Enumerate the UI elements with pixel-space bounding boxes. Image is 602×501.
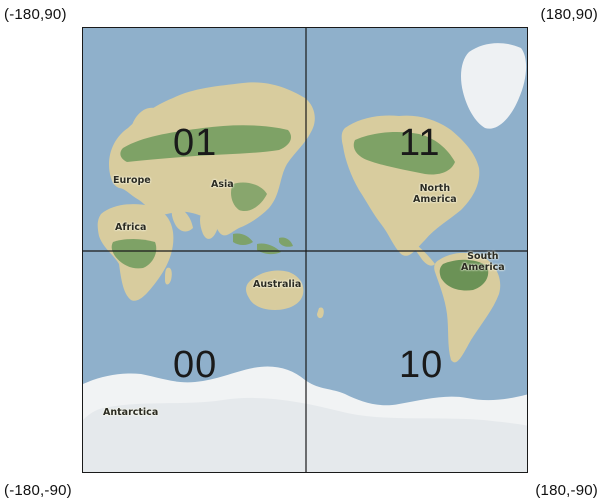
africa-forest [111,239,157,269]
eurasia-forest [120,125,292,162]
corner-label-top-right: (180,90) [540,6,598,23]
madagascar [165,267,172,285]
southeast-asia-islands [233,233,293,255]
quadrant-label-top-right: 11 [399,122,441,164]
australia-landmass [246,270,304,310]
continent-label-europe: Europe [113,175,151,186]
quadrant-label-bottom-right: 10 [399,344,444,386]
continent-label-africa: Africa [115,222,147,233]
corner-label-bottom-right: (180,-90) [535,482,598,499]
quadrant-label-bottom-left: 00 [173,344,218,386]
east-asia-forest [231,182,267,212]
continent-label-australia: Australia [253,279,302,290]
corner-label-bottom-left: (-180,-90) [4,482,72,499]
continent-label-north-america: North America [413,183,457,205]
continent-label-south-america: South America [461,251,505,273]
scandinavia [131,107,157,141]
quadrant-label-top-left: 01 [173,122,218,164]
central-america [413,242,435,266]
continent-label-asia: Asia [211,179,234,190]
continent-label-antarctica: Antarctica [103,407,159,418]
amazon-forest [439,259,489,291]
new-zealand [317,307,324,319]
antarctica-shading [83,397,527,472]
corner-label-top-left: (-180,90) [4,6,67,23]
map-canvas [83,28,527,472]
arabia-india [171,204,217,239]
north-america-forest [353,132,455,175]
world-map: 01 11 00 10 Europe Asia Africa Australia… [82,27,528,473]
greenland [461,43,527,129]
